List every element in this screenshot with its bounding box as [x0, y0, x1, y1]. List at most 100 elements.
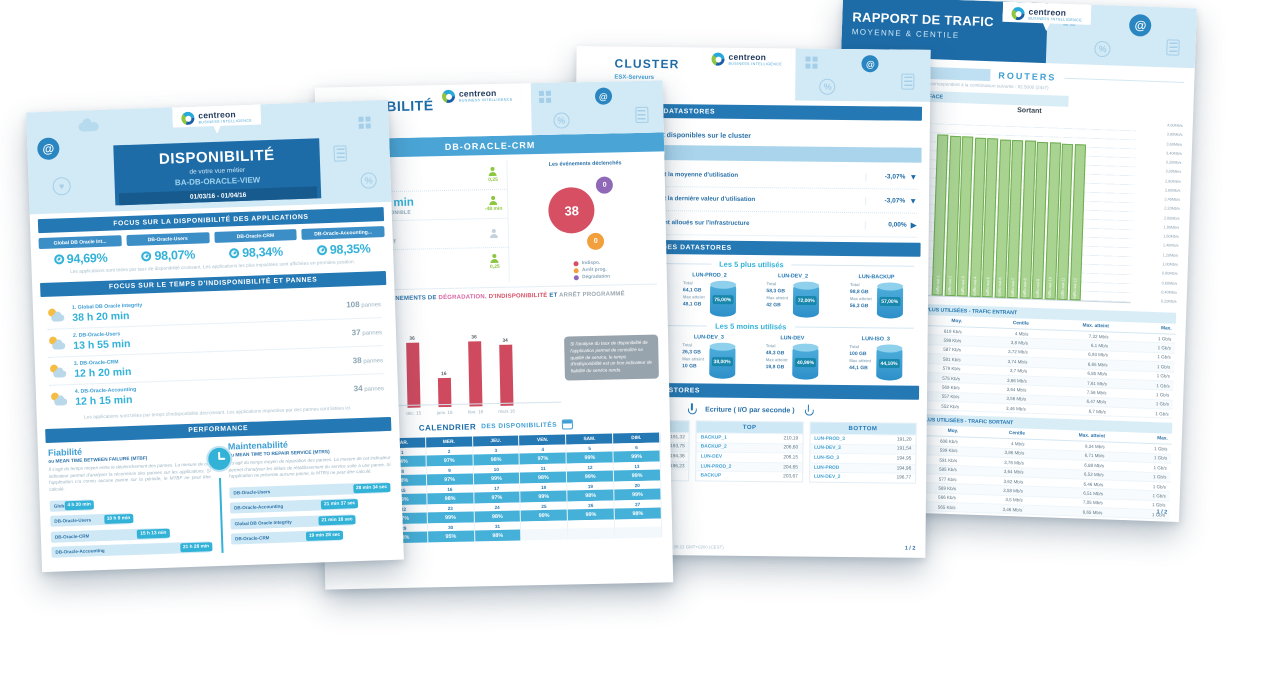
perf-bar-label: Global DB Oracle Integrity [53, 502, 65, 509]
page-number: 1 / 2 [904, 545, 916, 552]
gauge-icon [316, 245, 328, 256]
perf-bar-row: DB-Oracle-CRM 19 min 28 sec [230, 528, 393, 545]
interface-label: traffic-out-6 [997, 277, 1003, 297]
performance-section: Fiabilité ou MEAN TIME BETWEEN FAILURE (… [48, 436, 394, 562]
logo-text: centreon business intelligence [728, 53, 782, 67]
calendar-day-cell: 18 99% [520, 482, 568, 503]
y-tick-label: 0,20Mb/s [1160, 299, 1177, 304]
datastore-item: LUN-BACKUP Total 98,8 GB Max atteint 56,3 GB… [836, 274, 916, 319]
availability-percent [521, 528, 568, 541]
cell-value: 1 Gb/s [1156, 382, 1170, 389]
datastore-cylinder-icon: 44,10% [875, 346, 903, 381]
max-reached-value: 44,1 GB [849, 364, 868, 371]
downtime-info: 2. DB-Oracle-Users 13 h 55 min [73, 323, 344, 352]
cell-value: 3,46 Mb/s [1002, 506, 1023, 513]
y-tick-label: 2,80Mb/s [1165, 178, 1181, 184]
y-tick-label: 4,00Mb/s [1167, 123, 1183, 128]
datastore-body: Total 48,3 GB Max atteint 19,8 GB 40,99% [752, 343, 832, 380]
y-tick-label: 1,60Mb/s [1163, 234, 1179, 240]
datastore-item: LUN-DEV Total 48,3 GB Max atteint 19,8 GB 40,… [752, 335, 832, 380]
gauge-icon [229, 248, 240, 259]
max-reached-label: Max atteint [682, 294, 705, 300]
legend-item: Indispo. [573, 260, 657, 267]
perf-bar-row: DB-Oracle-Accounting 21 h 28 min [51, 541, 213, 558]
y-tick-label: 3,20Mb/s [1165, 160, 1182, 165]
usage-percent-badge: 44,10% [878, 358, 900, 369]
column-header: Max. atteint [1082, 323, 1109, 329]
y-tick-label: 1,80Mb/s [1163, 225, 1180, 230]
application-summary: DB-Oracle-Users 98,07% [126, 232, 210, 264]
availability-value: 94,69% [66, 250, 108, 267]
usage-trend: -3,07% [865, 196, 918, 206]
events-bubble-chart: 38 0 0 [516, 166, 657, 261]
iops-value: 194,96 [896, 466, 912, 472]
cell-value: 6,65 Mb/s [1087, 361, 1108, 368]
perf-bar: DB-Oracle-Accounting 21 min 37 sec [229, 498, 359, 514]
iops-value: 206,15 [783, 455, 799, 461]
trend-arrow-icon [909, 197, 917, 205]
trend-value: -3,07% [884, 173, 906, 181]
server-icon [333, 145, 347, 162]
cell-value: 6,46 Mb/s [1083, 481, 1104, 487]
hook-icon [804, 405, 813, 417]
centreon-logo-icon [442, 90, 455, 103]
evolution-bar-group: 16 janv. 16 [437, 372, 453, 415]
total-label: Total [765, 343, 776, 349]
calendar-day-cell: 19 98% [567, 481, 615, 502]
cell-value: 1 Gb/s [1102, 519, 1169, 522]
failures-count: 108 pannes [346, 299, 381, 309]
cell-value: 3,86 Mb/s [1004, 450, 1025, 457]
page-title: CLUSTER [614, 56, 680, 72]
perf-bar-row: DB-Oracle-Users 28 min 34 sec [229, 481, 391, 499]
downtime-info: 1. Global DB Oracle Integrity 38 h 20 min [72, 296, 339, 323]
perf-bar-row: Global DB Oracle Integrity4 h 20 min [49, 495, 212, 512]
trend-arrow-icon [909, 173, 917, 181]
cell-value: 6,1 Mb/s [1090, 342, 1109, 349]
availability-percent: 95% [427, 530, 474, 543]
max-reached-value: 42 GB [766, 301, 781, 308]
datastore-body: Total 64,1 GB Max atteint 48,1 GB 75,00% [669, 280, 749, 317]
calendar-day-cell: 24 98% [474, 502, 522, 523]
availability-value: 98,35% [329, 241, 371, 257]
failures-count: 37 pannes [352, 327, 383, 337]
iops-value: 193,75 [670, 444, 685, 450]
max-reached-label: Max atteint [849, 296, 872, 302]
perf-bar-label: DB-Oracle-Accounting [55, 548, 105, 555]
kpi-delta [480, 228, 508, 238]
calendar-day-cell: 25 99% [520, 501, 569, 522]
evolution-note: Si l'analyse du taux de disponibilité de… [564, 334, 659, 381]
person-icon [489, 196, 498, 205]
max-reached-label: Max atteint [765, 357, 788, 363]
total-label: Total [766, 281, 777, 287]
cell-value: 1 Gb/s [1153, 474, 1167, 480]
events-bubble-degradation: 0 [596, 176, 614, 194]
evolution-word-degradation: DÉGRADATION, [438, 294, 487, 302]
datastore-name: LUN-ISO_3 [813, 455, 840, 461]
month-label: déc. 15 [406, 410, 422, 416]
events-bubble-indispo: 38 [548, 186, 596, 234]
y-tick-label: 3,40Mb/s [1166, 151, 1182, 156]
datastore-name: LUN-DEV_2 [813, 474, 841, 481]
total-label: Total [682, 342, 693, 348]
perf-bar-value: 21 min 18 sec [318, 515, 356, 526]
total-value: 26,3 GB [682, 348, 701, 355]
perf-bar-value: 28 min 34 sec [352, 482, 391, 494]
datastore-name: LUN-DEV [780, 335, 805, 342]
routers-label: ROUTERS [998, 70, 1057, 83]
total-value: 48,3 GB [765, 349, 785, 356]
cell-value: 1 Gb/s [1157, 345, 1172, 351]
iops-value: 194,36 [670, 454, 685, 460]
perf-bar-value: 21 min 37 sec [320, 499, 359, 510]
month-label: févr. 16 [468, 409, 484, 415]
application-summary: Global DB Oracle Int... 94,69% [38, 235, 122, 267]
application-name-tab: Global DB Oracle Int... [38, 235, 122, 250]
y-tick-label: 2,20Mb/s [1164, 206, 1180, 212]
weather-icon [50, 392, 68, 406]
perf-bar: Global DB Oracle Integrity4 h 20 min [49, 498, 95, 512]
cell-value: 3,62 Mb/s [1003, 478, 1024, 485]
calendar-title-2: DES DISPONIBILITÉS [481, 421, 558, 430]
max-reached-value: 48,1 GB [682, 300, 702, 307]
person-icon [490, 228, 499, 237]
cell-value: 3,58 Mb/s [1003, 487, 1024, 494]
gauge-icon [141, 251, 152, 262]
